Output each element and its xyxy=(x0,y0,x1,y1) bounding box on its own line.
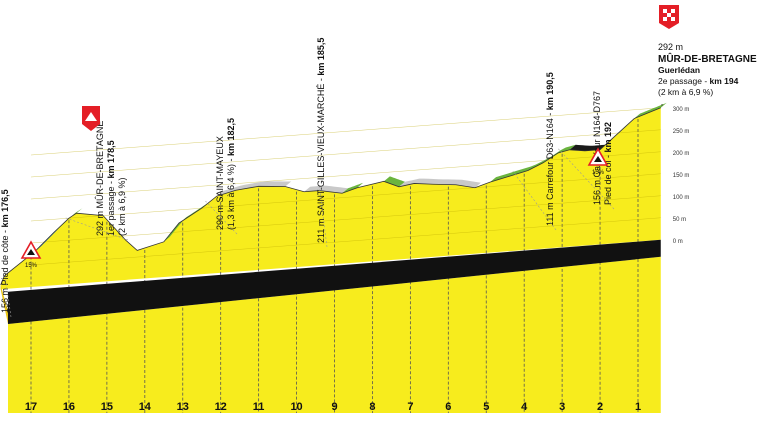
finish-flag-check xyxy=(671,9,675,13)
annotation-text: 156 m Carrefour N164-D767 xyxy=(592,91,602,205)
y-tick-label: 150 m xyxy=(673,173,690,179)
finish-flag-check xyxy=(663,9,667,13)
elevation-guide-line xyxy=(30,107,661,156)
annotation-plain: 156 m Carrefour N164-D767 xyxy=(592,91,602,205)
annotation-leader xyxy=(512,171,557,231)
climb-sign-icon xyxy=(27,249,35,255)
gridline-layer xyxy=(30,107,661,413)
annotation-bold: km 178,5 xyxy=(106,140,116,178)
gradient-segment xyxy=(383,176,405,187)
base-band-layer xyxy=(8,239,661,324)
annotation-plain: 292 m MÛR-DE-BRETAGNE xyxy=(95,121,105,236)
annotation-text: (2 km à 6,9 %) xyxy=(117,177,127,236)
annotation-plain: Pied de col - xyxy=(603,152,613,205)
annotation-bold: km 182,5 xyxy=(226,118,236,156)
finish-subtitle: Guerlédan xyxy=(658,65,700,75)
mountain-flag-peak xyxy=(85,112,97,121)
finish-passage-plain: 2e passage - xyxy=(658,76,710,86)
km-marker-label: 16 xyxy=(63,401,75,413)
finish-gradient-note: (2 km à 6,9 %) xyxy=(658,87,713,97)
y-tick-label: 250 m xyxy=(673,129,690,135)
annotation-bold: km 185,5 xyxy=(316,38,326,76)
finish-flag-check xyxy=(663,17,667,21)
elevation-guide-line xyxy=(30,195,661,244)
annotation-text: Pied de col - km 192 xyxy=(603,122,613,205)
km-marker-label: 4 xyxy=(521,401,528,413)
km-marker-label: 3 xyxy=(559,401,565,413)
finish-passage-bold: km 194 xyxy=(710,76,739,86)
km-marker-label: 8 xyxy=(369,401,375,413)
annotation-text: 156 m Pied de côte - km 176,5 xyxy=(0,189,10,313)
km-marker-label: 15 xyxy=(101,401,113,413)
annotation-bold: km 176,5 xyxy=(0,189,10,227)
y-tick-label: 50 m xyxy=(673,217,686,223)
annotation-plain: (1,3 km à 6,4 %) - xyxy=(226,156,236,230)
annotation-text: 292 m MÛR-DE-BRETAGNE xyxy=(95,121,105,236)
elevation-guide-line xyxy=(30,217,661,266)
annotation-plain: 111 m Carrefour D63-N164 - xyxy=(545,110,555,226)
profile-top-layer xyxy=(0,102,667,286)
annotation-text: 1er passage - km 178,5 xyxy=(106,140,116,236)
elevation-guide-line xyxy=(30,151,661,200)
annotation-plain: 1er passage - xyxy=(106,178,116,236)
annotation-leader xyxy=(558,148,615,210)
gradient-segment xyxy=(490,144,576,183)
km-marker-label: 2 xyxy=(597,401,603,413)
annotation-text: 290 m SAINT-MAYEUX xyxy=(215,136,225,230)
finish-altitude: 292 m xyxy=(658,42,683,52)
annotation-plain: 211 m SAINT-GILLES-VIEUX-MARCHÉ - xyxy=(316,76,326,243)
y-tick-label: 300 m xyxy=(673,107,690,113)
km-marker-label: 11 xyxy=(253,401,265,413)
gradient-segment xyxy=(569,137,614,151)
annotation-leader xyxy=(65,217,129,241)
y-tick-label: 200 m xyxy=(673,151,690,157)
km-marker-label: 7 xyxy=(407,401,413,413)
gradient-segment xyxy=(634,102,667,119)
km-marker-label: 13 xyxy=(177,401,189,413)
gradient-segment xyxy=(163,203,208,242)
km-marker-label: 1 xyxy=(635,401,641,413)
y-tick-label: 100 m xyxy=(673,195,690,201)
annotation-plain: 156 m Pied de côte - xyxy=(0,227,10,313)
elevation-guide-line xyxy=(30,173,661,222)
profile-side-face xyxy=(0,284,8,324)
annotation-text: 211 m SAINT-GILLES-VIEUX-MARCHÉ - km 185… xyxy=(316,38,326,243)
km-marker-layer: 17 16 15 14 13 12 11 10 9 8 7 6 5 4 3 2 1 xyxy=(25,401,641,413)
km-marker-label: 10 xyxy=(290,401,302,413)
km-marker-label: 5 xyxy=(483,401,489,413)
elevation-guide-line xyxy=(30,129,661,178)
annotation-plain: 290 m SAINT-MAYEUX xyxy=(215,136,225,230)
profile-outline xyxy=(0,107,661,286)
gradient-segment xyxy=(216,181,292,197)
annotation-text: (1,3 km à 6,4 %) - km 182,5 xyxy=(226,118,236,230)
climb-sign-label: 15% xyxy=(25,263,38,269)
km-marker-label: 14 xyxy=(139,401,152,413)
annotation-plain: (2 km à 6,9 %) xyxy=(117,177,127,236)
finish-flag-check xyxy=(671,17,675,21)
base-band xyxy=(8,239,661,324)
annotation-layer: 156 m Pied de côte - km 176,5 292 m MÛR-D… xyxy=(0,38,615,318)
annotation-bold: km 190,5 xyxy=(545,72,555,110)
finish-flag-check xyxy=(667,13,671,17)
finish-name: MÛR-DE-BRETAGNE xyxy=(658,52,757,65)
km-marker-label: 9 xyxy=(331,401,337,413)
km-marker-label: 12 xyxy=(215,401,227,413)
annotation-bold: km 192 xyxy=(603,122,613,153)
finish-passage: 2e passage - km 194 xyxy=(658,76,739,86)
km-marker-label: 17 xyxy=(25,401,37,413)
y-axis-layer: 300 m 250 m 200 m 150 m 100 m 50 m 0 m xyxy=(673,107,690,245)
climb-sign-icon xyxy=(594,156,602,162)
gradient-segment xyxy=(342,182,364,194)
gradient-segment xyxy=(304,185,349,194)
annotation-leader xyxy=(205,200,238,235)
climb-sign-label: 15% xyxy=(592,170,605,176)
km-marker-label: 6 xyxy=(445,401,451,413)
y-tick-label: 0 m xyxy=(673,239,683,245)
annotation-text: 111 m Carrefour D63-N164 - km 190,5 xyxy=(545,72,555,226)
